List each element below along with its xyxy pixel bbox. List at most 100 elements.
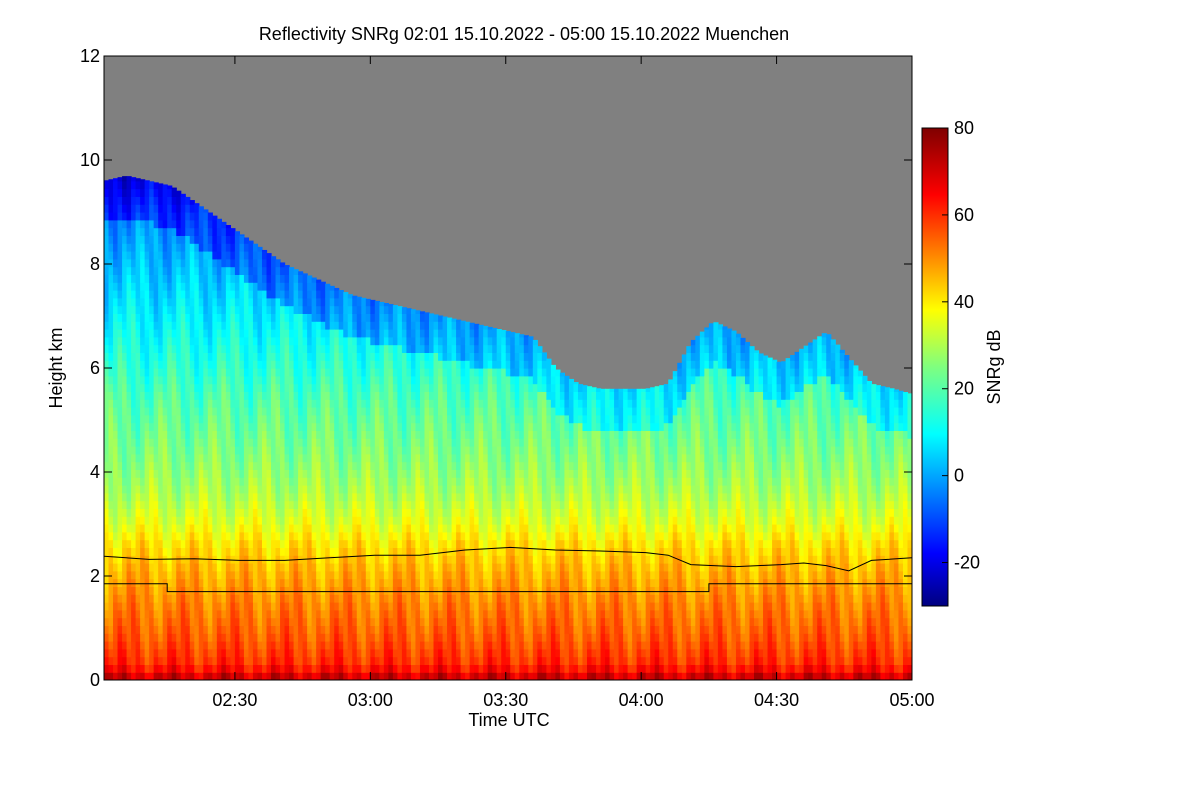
heatmap-cell [347, 625, 353, 634]
heatmap-cell [122, 290, 128, 299]
heatmap-cell [365, 391, 371, 400]
heatmap-cell [388, 461, 394, 470]
heatmap-cell [478, 492, 484, 502]
heatmap-cell [126, 407, 132, 416]
heatmap-cell [198, 329, 204, 338]
heatmap-cell [180, 290, 186, 299]
heatmap-cell [176, 602, 182, 611]
heatmap-cell [271, 375, 277, 385]
heatmap-cell [419, 563, 426, 572]
heatmap-cell [153, 656, 159, 665]
heatmap-cell [144, 570, 150, 580]
heatmap-cell [239, 594, 245, 603]
heatmap-cell [180, 586, 186, 595]
heatmap-cell [447, 477, 453, 486]
heatmap-cell [442, 664, 448, 673]
heatmap-cell [158, 297, 164, 307]
heatmap-cell [117, 212, 123, 221]
heatmap-cell [388, 375, 394, 385]
heatmap-cell [388, 313, 394, 322]
heatmap-cell [298, 500, 304, 509]
heatmap-cell [257, 290, 263, 299]
heatmap-cell [189, 672, 195, 680]
heatmap-cell [483, 453, 489, 463]
heatmap-cell [334, 492, 340, 502]
heatmap-cell [158, 243, 164, 252]
heatmap-cell [194, 539, 200, 548]
heatmap-cell [234, 648, 241, 658]
heatmap-cell [113, 422, 119, 431]
heatmap-cell [451, 563, 457, 572]
heatmap-cell [117, 492, 123, 502]
heatmap-cell [397, 664, 403, 673]
heatmap-cell [415, 485, 421, 494]
heatmap-cell [352, 492, 358, 502]
heatmap-cell [465, 368, 471, 377]
heatmap-cell [374, 438, 380, 447]
heatmap-cell [167, 531, 173, 541]
heatmap-cell [108, 602, 114, 611]
heatmap-cell [401, 422, 408, 431]
heatmap-cell [302, 282, 308, 291]
heatmap-cell [126, 461, 132, 470]
heatmap-cell [158, 477, 164, 486]
heatmap-cell [221, 578, 227, 587]
heatmap-cell [492, 485, 498, 494]
heatmap-cell [365, 500, 371, 509]
heatmap-cell [505, 539, 511, 548]
heatmap-cell [207, 516, 213, 525]
heatmap-cell [230, 344, 236, 353]
heatmap-cell [347, 492, 353, 502]
heatmap-cell [126, 383, 132, 392]
heatmap-cell [415, 329, 421, 338]
heatmap-cell [456, 399, 462, 408]
heatmap-cell [280, 383, 286, 392]
heatmap-cell [189, 305, 195, 314]
heatmap-cell [365, 664, 371, 673]
heatmap-cell [239, 633, 245, 642]
heatmap-cell [343, 500, 349, 509]
heatmap-cell [325, 641, 331, 650]
heatmap-cell [221, 360, 227, 369]
heatmap-cell [379, 336, 385, 346]
heatmap-cell [180, 360, 186, 369]
heatmap-cell [329, 516, 335, 525]
heatmap-cell [465, 422, 471, 431]
heatmap-cell [271, 399, 277, 408]
heatmap-cell [171, 227, 177, 236]
heatmap-cell [397, 329, 403, 338]
heatmap-cell [131, 321, 137, 330]
heatmap-cell [361, 352, 367, 361]
heatmap-cell [131, 648, 137, 658]
heatmap-cell [514, 563, 520, 572]
heatmap-cell [135, 243, 141, 252]
heatmap-cell [234, 586, 241, 595]
heatmap-cell [383, 360, 389, 369]
heatmap-cell [298, 297, 304, 307]
heatmap-cell [257, 641, 263, 650]
heatmap-cell [248, 578, 254, 587]
heatmap-cell [379, 477, 385, 486]
heatmap-cell [212, 438, 218, 447]
heatmap-cell [356, 547, 362, 556]
heatmap-cell [185, 212, 191, 221]
heatmap-cell [311, 602, 317, 611]
heatmap-cell [185, 578, 191, 587]
heatmap-cell [284, 438, 290, 447]
heatmap-cell [167, 492, 173, 502]
heatmap-cell [284, 321, 290, 330]
heatmap-cell [406, 477, 412, 486]
heatmap-cell [284, 586, 290, 595]
heatmap-cell [271, 602, 277, 611]
heatmap-cell [284, 305, 290, 314]
heatmap-cell [243, 399, 250, 408]
heatmap-cell [392, 446, 398, 455]
heatmap-cell [492, 602, 498, 611]
heatmap-cell [149, 204, 155, 213]
heatmap-cell [438, 360, 444, 369]
heatmap-cell [293, 360, 299, 369]
heatmap-cell [352, 586, 358, 595]
heatmap-cell [438, 516, 444, 525]
heatmap-cell [329, 305, 335, 314]
heatmap-cell [514, 344, 520, 353]
